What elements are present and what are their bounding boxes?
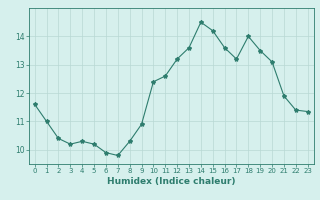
- X-axis label: Humidex (Indice chaleur): Humidex (Indice chaleur): [107, 177, 236, 186]
